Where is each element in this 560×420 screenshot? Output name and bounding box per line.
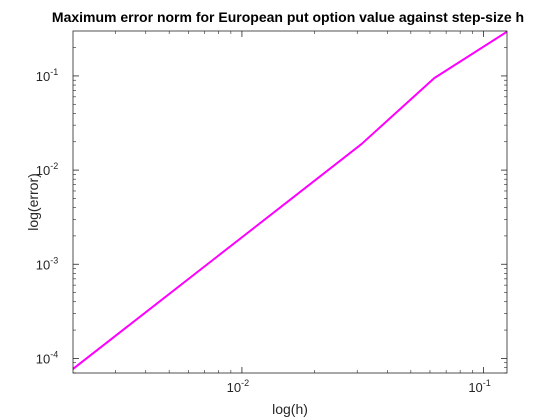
series-line: [73, 31, 507, 371]
x-axis-label: log(h): [272, 401, 308, 417]
x-tick-label: 10-2: [227, 378, 249, 395]
y-axis-label: log(error): [25, 173, 41, 231]
plot-area: [73, 31, 507, 373]
axes-box: [72, 30, 508, 374]
y-tick-label: 10-1: [36, 67, 58, 84]
chart-title: Maximum error norm for European put opti…: [52, 9, 524, 25]
y-tick-label: 10-2: [36, 161, 58, 178]
y-tick-label: 10-4: [36, 349, 58, 366]
x-tick-label: 10-1: [468, 378, 490, 395]
y-tick-label: 10-3: [36, 255, 58, 272]
